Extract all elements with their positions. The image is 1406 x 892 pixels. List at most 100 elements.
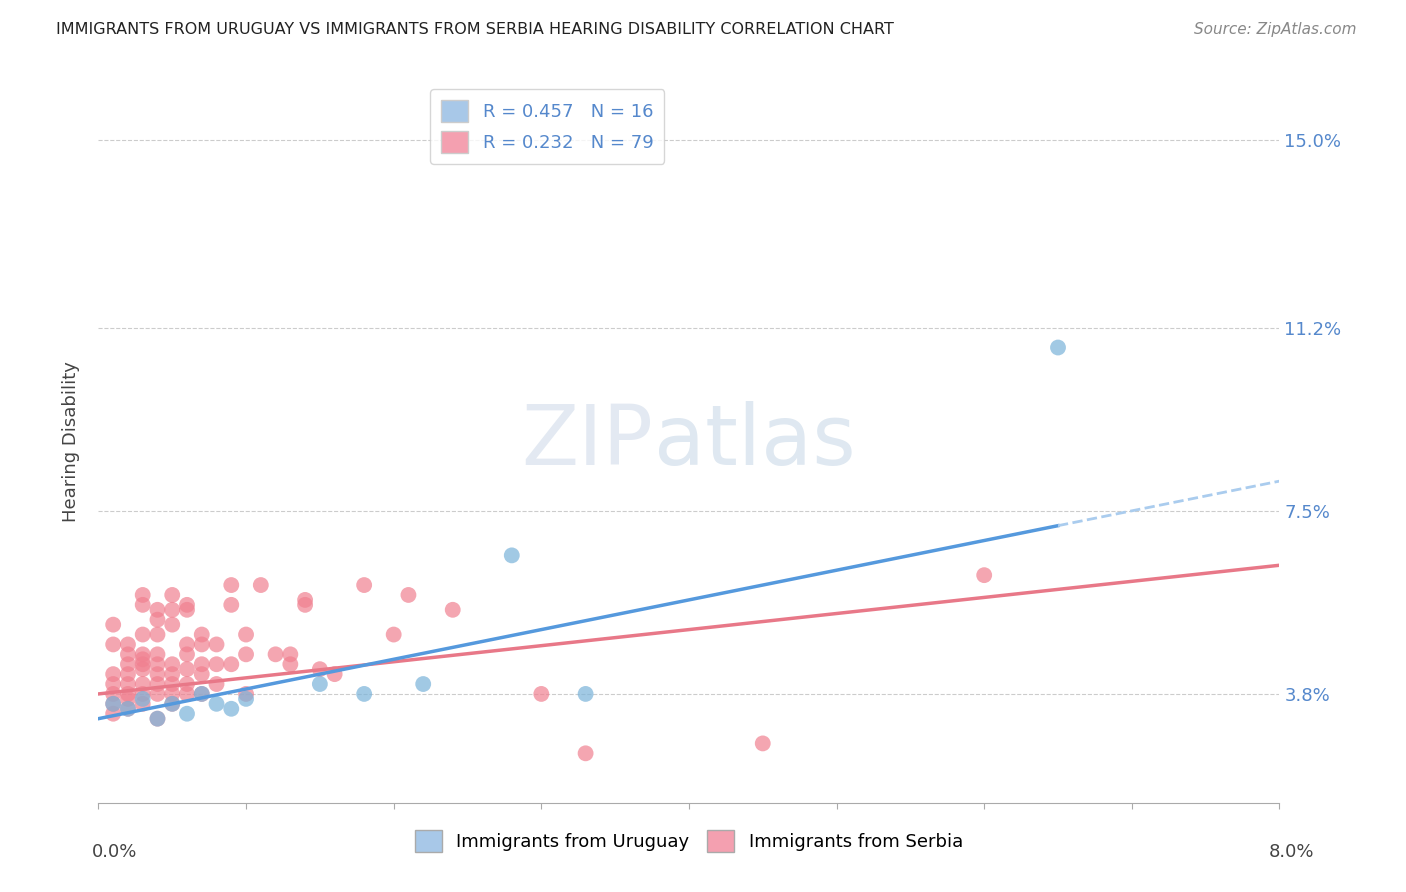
Point xyxy=(103,667,125,681)
Point xyxy=(146,657,169,672)
Point xyxy=(132,598,155,612)
Point xyxy=(117,702,139,716)
Point xyxy=(205,637,228,651)
Point xyxy=(221,598,243,612)
Point xyxy=(162,603,183,617)
Point xyxy=(117,648,139,662)
Point xyxy=(205,677,228,691)
Point xyxy=(235,691,257,706)
Point xyxy=(117,667,139,681)
Point xyxy=(117,657,139,672)
Text: ZIP: ZIP xyxy=(522,401,654,482)
Point xyxy=(146,627,169,641)
Point xyxy=(146,712,169,726)
Point xyxy=(191,627,214,641)
Point xyxy=(103,677,125,691)
Point xyxy=(132,697,155,711)
Point xyxy=(162,687,183,701)
Point xyxy=(103,697,125,711)
Point xyxy=(146,603,169,617)
Point xyxy=(353,687,375,701)
Point xyxy=(132,687,155,701)
Text: IMMIGRANTS FROM URUGUAY VS IMMIGRANTS FROM SERBIA HEARING DISABILITY CORRELATION: IMMIGRANTS FROM URUGUAY VS IMMIGRANTS FR… xyxy=(56,22,894,37)
Point xyxy=(412,677,434,691)
Text: 0.0%: 0.0% xyxy=(91,843,136,861)
Point xyxy=(323,667,346,681)
Point xyxy=(294,598,316,612)
Text: atlas: atlas xyxy=(654,401,855,482)
Point xyxy=(221,578,243,592)
Point xyxy=(250,578,273,592)
Point xyxy=(103,687,125,701)
Point xyxy=(1046,341,1070,355)
Point xyxy=(176,706,198,721)
Point xyxy=(132,588,155,602)
Point xyxy=(117,691,139,706)
Point xyxy=(162,657,183,672)
Point xyxy=(264,648,287,662)
Point xyxy=(162,617,183,632)
Text: Source: ZipAtlas.com: Source: ZipAtlas.com xyxy=(1194,22,1357,37)
Point xyxy=(103,706,125,721)
Point xyxy=(176,662,198,676)
Point xyxy=(132,652,155,666)
Point xyxy=(530,687,553,701)
Point xyxy=(146,667,169,681)
Point xyxy=(235,687,257,701)
Point xyxy=(973,568,995,582)
Point xyxy=(103,637,125,651)
Point xyxy=(575,747,598,761)
Point xyxy=(162,588,183,602)
Text: 8.0%: 8.0% xyxy=(1270,843,1315,861)
Point xyxy=(103,697,125,711)
Point xyxy=(191,667,214,681)
Point xyxy=(309,677,332,691)
Point xyxy=(117,702,139,716)
Point xyxy=(221,657,243,672)
Point xyxy=(176,677,198,691)
Point xyxy=(132,648,155,662)
Point xyxy=(117,677,139,691)
Point xyxy=(191,657,214,672)
Point xyxy=(382,627,405,641)
Point xyxy=(146,648,169,662)
Point xyxy=(191,687,214,701)
Point xyxy=(132,677,155,691)
Point xyxy=(441,603,464,617)
Point xyxy=(176,687,198,701)
Point xyxy=(162,667,183,681)
Point xyxy=(162,697,183,711)
Point xyxy=(132,627,155,641)
Point xyxy=(575,687,598,701)
Point xyxy=(117,687,139,701)
Point xyxy=(117,637,139,651)
Point xyxy=(752,736,775,750)
Point xyxy=(280,648,302,662)
Point xyxy=(501,549,523,563)
Point xyxy=(235,627,257,641)
Point xyxy=(146,677,169,691)
Point xyxy=(280,657,302,672)
Legend: Immigrants from Uruguay, Immigrants from Serbia: Immigrants from Uruguay, Immigrants from… xyxy=(408,822,970,859)
Point xyxy=(176,603,198,617)
Point xyxy=(398,588,420,602)
Point xyxy=(205,657,228,672)
Point xyxy=(103,617,125,632)
Point xyxy=(176,598,198,612)
Point xyxy=(146,687,169,701)
Point xyxy=(176,637,198,651)
Point xyxy=(146,613,169,627)
Point xyxy=(146,712,169,726)
Point xyxy=(132,657,155,672)
Point xyxy=(309,662,332,676)
Point xyxy=(176,648,198,662)
Point xyxy=(205,697,228,711)
Point xyxy=(162,697,183,711)
Point xyxy=(191,637,214,651)
Point xyxy=(132,691,155,706)
Point xyxy=(191,687,214,701)
Point xyxy=(132,662,155,676)
Point xyxy=(221,702,243,716)
Point xyxy=(162,677,183,691)
Y-axis label: Hearing Disability: Hearing Disability xyxy=(62,361,80,522)
